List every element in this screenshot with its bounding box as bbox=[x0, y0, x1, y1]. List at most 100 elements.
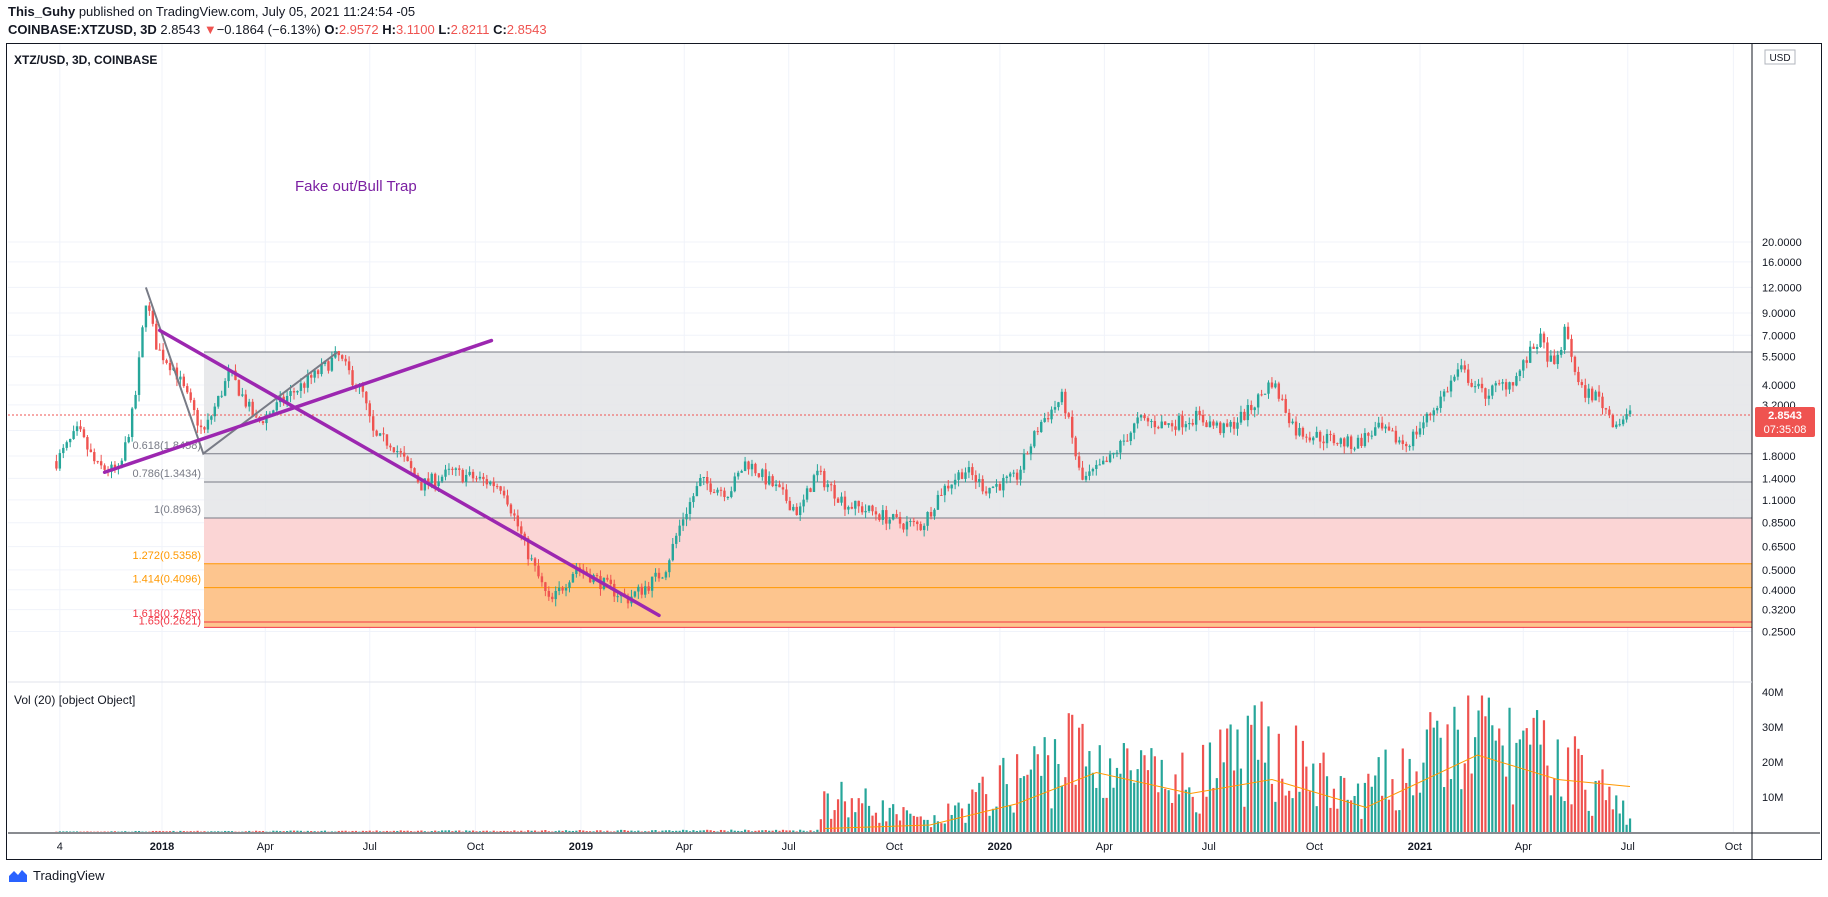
candle-body bbox=[1387, 426, 1391, 431]
candle-body bbox=[148, 305, 151, 311]
volume-bar bbox=[1412, 795, 1415, 832]
candle-body bbox=[723, 490, 726, 498]
volume-bar bbox=[816, 829, 819, 832]
volume-bar bbox=[1460, 789, 1463, 832]
candle-body bbox=[1050, 409, 1053, 420]
author-name[interactable]: This_Guhy bbox=[8, 4, 76, 19]
candle-body bbox=[706, 476, 709, 484]
candle-body bbox=[530, 558, 533, 560]
candle-body bbox=[1401, 440, 1404, 444]
volume-bars bbox=[55, 695, 1632, 832]
volume-bar bbox=[69, 831, 72, 832]
volume-bar bbox=[1153, 756, 1156, 832]
candle-body bbox=[936, 494, 940, 510]
candle-body bbox=[647, 586, 650, 591]
candle-body bbox=[1336, 443, 1339, 445]
candle-body bbox=[836, 498, 840, 503]
candle-body bbox=[55, 461, 58, 469]
candle-body bbox=[926, 512, 929, 526]
candle-body bbox=[447, 468, 451, 470]
candle-body bbox=[451, 468, 454, 470]
volume-bar bbox=[1325, 776, 1329, 832]
candle-body bbox=[458, 468, 461, 470]
volume-bar bbox=[688, 831, 692, 832]
volume-bar bbox=[134, 831, 137, 832]
candle-body bbox=[1150, 420, 1153, 422]
volume-bar bbox=[558, 830, 561, 832]
candle-body bbox=[502, 490, 506, 496]
candle-body bbox=[1129, 432, 1132, 442]
volume-bar bbox=[833, 810, 836, 832]
candle-body bbox=[1236, 422, 1239, 429]
volume-bar bbox=[1453, 706, 1456, 832]
volume-bar bbox=[840, 781, 843, 832]
volume-bar bbox=[743, 829, 747, 832]
volume-bar bbox=[1243, 806, 1246, 832]
footer-brand[interactable]: TradingView bbox=[8, 868, 105, 883]
volume-bar bbox=[1260, 701, 1263, 832]
volume-bar bbox=[165, 831, 168, 832]
candle-body bbox=[1170, 423, 1174, 427]
volume-bar bbox=[1184, 789, 1187, 832]
candle-body bbox=[1325, 433, 1329, 444]
volume-bar bbox=[434, 830, 437, 832]
volume-bar bbox=[750, 831, 754, 832]
volume-bar bbox=[499, 831, 502, 832]
candle-body bbox=[1270, 382, 1274, 388]
volume-bar bbox=[1229, 724, 1232, 832]
candle-body bbox=[1281, 398, 1284, 400]
volume-bar bbox=[592, 831, 595, 832]
volume-bar bbox=[1591, 815, 1594, 832]
candle-body bbox=[1484, 388, 1487, 399]
candle-body bbox=[737, 472, 740, 477]
volume-bar bbox=[1415, 771, 1418, 832]
candle-body bbox=[513, 513, 516, 516]
volume-bar bbox=[299, 830, 302, 832]
candle-body bbox=[1219, 422, 1222, 434]
candle-body bbox=[1339, 438, 1343, 444]
volume-bar bbox=[823, 791, 826, 832]
volume-bar bbox=[513, 830, 516, 832]
candle-body bbox=[668, 560, 671, 573]
candle-body bbox=[1615, 424, 1618, 428]
candle-body bbox=[1453, 376, 1456, 381]
candle-body bbox=[1494, 383, 1497, 386]
volume-bar bbox=[1487, 697, 1490, 832]
candle-body bbox=[1246, 404, 1250, 421]
publish-info: This_Guhy published on TradingView.com, … bbox=[8, 4, 415, 19]
candle-body bbox=[1556, 354, 1559, 365]
candle-body bbox=[840, 496, 843, 503]
candle-body bbox=[1436, 407, 1439, 411]
time-tick-label: 2020 bbox=[988, 841, 1012, 853]
volume-bar bbox=[182, 831, 185, 832]
volume-bar bbox=[812, 831, 816, 832]
volume-bar bbox=[1449, 779, 1453, 832]
candle-body bbox=[1377, 422, 1380, 428]
price-tick-label: 1.8000 bbox=[1762, 451, 1796, 463]
candle-body bbox=[1391, 430, 1394, 432]
candle-body bbox=[947, 485, 950, 489]
volume-bar bbox=[892, 804, 895, 832]
volume-bar bbox=[1584, 789, 1587, 832]
chart-frame[interactable] bbox=[6, 43, 1822, 860]
volume-bar bbox=[323, 830, 327, 832]
candle-body bbox=[1329, 433, 1332, 435]
volume-bar bbox=[1535, 710, 1539, 832]
candle-body bbox=[785, 489, 788, 501]
volume-bar bbox=[682, 829, 685, 832]
candle-body bbox=[289, 391, 292, 396]
volume-bar bbox=[320, 830, 323, 832]
candle-body bbox=[495, 486, 499, 488]
fib-level-label: 1.618(0.2785) bbox=[133, 608, 202, 620]
candle-body bbox=[867, 505, 871, 511]
volume-bar bbox=[923, 819, 926, 832]
candle-body bbox=[950, 484, 953, 489]
candle-body bbox=[974, 475, 977, 482]
candle-body bbox=[1535, 346, 1539, 349]
volume-bar bbox=[372, 831, 375, 832]
volume-bar bbox=[1518, 739, 1521, 832]
candle-body bbox=[1467, 369, 1470, 383]
volume-bar bbox=[843, 801, 847, 832]
volume-bar bbox=[1298, 791, 1301, 832]
